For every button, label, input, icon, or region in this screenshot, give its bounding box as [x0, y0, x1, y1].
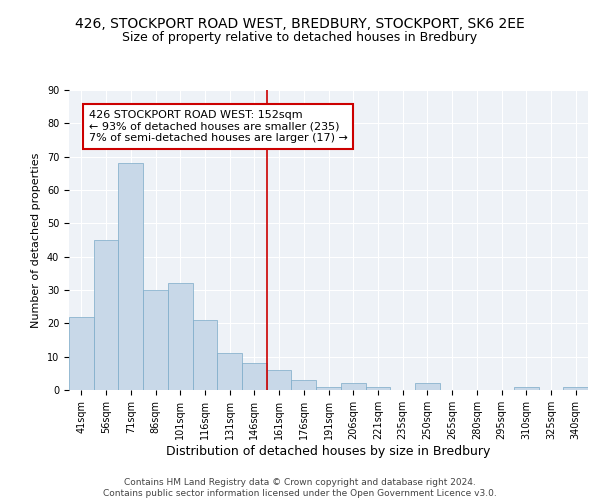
Bar [365, 386, 390, 390]
Bar [341, 384, 365, 390]
Bar [94, 240, 118, 390]
Bar [563, 386, 588, 390]
Bar [267, 370, 292, 390]
Bar [514, 386, 539, 390]
Y-axis label: Number of detached properties: Number of detached properties [31, 152, 41, 328]
Text: Contains HM Land Registry data © Crown copyright and database right 2024.
Contai: Contains HM Land Registry data © Crown c… [103, 478, 497, 498]
Text: 426, STOCKPORT ROAD WEST, BREDBURY, STOCKPORT, SK6 2EE: 426, STOCKPORT ROAD WEST, BREDBURY, STOC… [75, 18, 525, 32]
Bar [69, 316, 94, 390]
Bar [316, 386, 341, 390]
X-axis label: Distribution of detached houses by size in Bredbury: Distribution of detached houses by size … [166, 444, 491, 458]
Bar [242, 364, 267, 390]
Text: Size of property relative to detached houses in Bredbury: Size of property relative to detached ho… [122, 31, 478, 44]
Bar [143, 290, 168, 390]
Bar [168, 284, 193, 390]
Text: 426 STOCKPORT ROAD WEST: 152sqm
← 93% of detached houses are smaller (235)
7% of: 426 STOCKPORT ROAD WEST: 152sqm ← 93% of… [89, 110, 347, 143]
Bar [292, 380, 316, 390]
Bar [415, 384, 440, 390]
Bar [193, 320, 217, 390]
Bar [217, 354, 242, 390]
Bar [118, 164, 143, 390]
